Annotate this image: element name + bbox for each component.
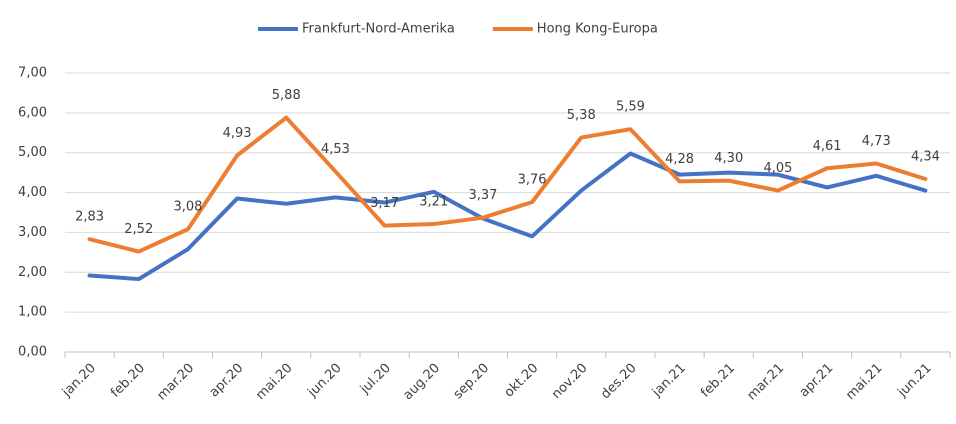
data-label: 5,38: [567, 108, 596, 123]
x-tick-label: des.20: [598, 361, 640, 403]
y-tick-label: 3,00: [18, 225, 47, 240]
x-tick-label: apr.20: [207, 361, 247, 401]
x-tick-label: mai.21: [843, 361, 885, 403]
data-label: 2,52: [124, 222, 153, 237]
data-label: 3,08: [173, 200, 202, 215]
data-label: 4,34: [911, 150, 940, 165]
y-tick-label: 2,00: [18, 265, 47, 280]
x-tick-label: okt.20: [502, 361, 542, 401]
x-tick-label: mar.21: [744, 361, 787, 404]
x-tick-label: apr.21: [797, 361, 837, 401]
x-tick-label: mai.20: [253, 361, 295, 403]
y-tick-label: 6,00: [18, 105, 47, 120]
y-tick-label: 0,00: [18, 345, 47, 360]
series-line: [87, 115, 928, 254]
data-label: 3,37: [468, 188, 497, 203]
y-tick-label: 1,00: [18, 305, 47, 320]
data-label: 3,17: [370, 196, 399, 211]
x-tick-label: mar.20: [154, 361, 197, 404]
data-label: 4,53: [321, 142, 350, 157]
data-label: 4,05: [763, 161, 792, 176]
x-tick-label: feb.20: [108, 361, 148, 401]
y-tick-label: 7,00: [18, 66, 47, 81]
x-tick-label: jan.21: [649, 361, 689, 401]
x-tick-label: jan.20: [59, 361, 99, 401]
data-label: 4,61: [813, 139, 842, 154]
y-tick-label: 4,00: [18, 185, 47, 200]
y-tick-label: 5,00: [18, 145, 47, 160]
data-label: 3,21: [419, 195, 448, 210]
data-label: 4,73: [862, 134, 891, 149]
data-label: 4,93: [223, 126, 252, 141]
legend-label: Hong Kong-Europa: [537, 22, 658, 37]
x-tick-label: sep.20: [451, 361, 493, 403]
x-tick-label: aug.20: [401, 361, 444, 404]
data-label: 3,76: [518, 173, 547, 188]
series-line: [87, 151, 928, 282]
data-label: 2,83: [75, 210, 104, 225]
x-tick-label: jun.20: [305, 361, 345, 401]
x-tick-label: nov.20: [549, 361, 590, 402]
x-tick-label: jun.21: [895, 361, 935, 401]
legend-label: Frankfurt-Nord-Amerika: [302, 22, 455, 37]
x-tick-label: feb.21: [698, 361, 738, 401]
data-label: 5,59: [616, 100, 645, 115]
x-tick-label: jul.20: [357, 361, 394, 398]
data-label: 5,88: [272, 88, 301, 103]
data-label: 4,28: [665, 152, 694, 167]
data-label: 4,30: [714, 151, 743, 166]
